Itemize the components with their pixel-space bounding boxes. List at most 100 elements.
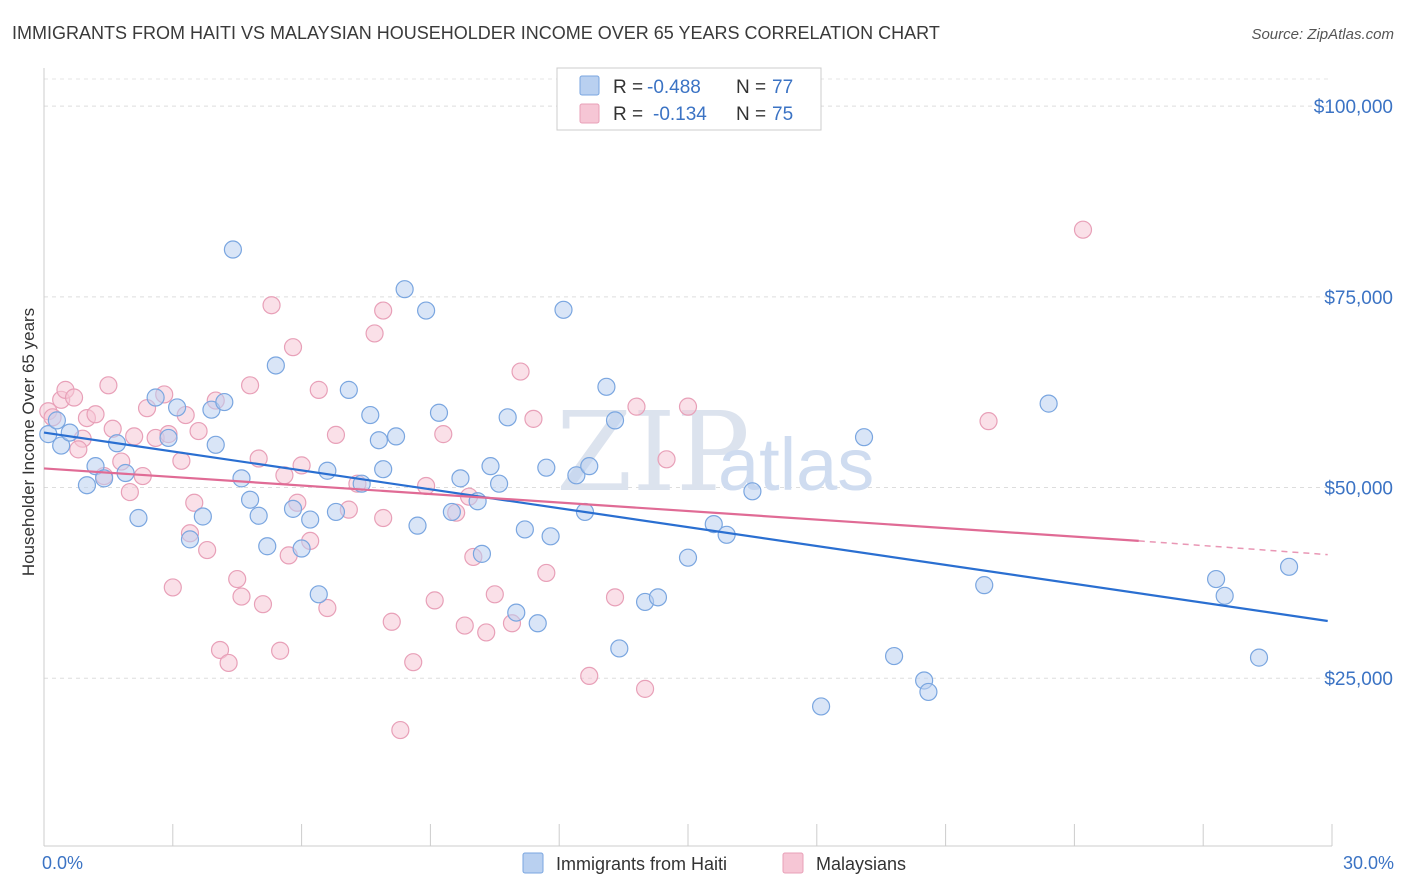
point-malaysians	[455, 616, 474, 635]
point-haiti	[95, 469, 114, 488]
point-malaysians	[240, 376, 260, 395]
point-malaysians	[417, 476, 436, 496]
point-malaysians	[232, 587, 251, 606]
point-haiti	[408, 516, 427, 535]
grid	[44, 78, 1332, 679]
point-malaysians	[262, 296, 281, 315]
point-haiti	[223, 240, 243, 259]
y-tick-label: $25,000	[1324, 669, 1393, 690]
point-haiti	[975, 576, 994, 595]
trend-line-malaysians-extension	[1138, 540, 1328, 556]
point-malaysians	[283, 338, 303, 357]
point-malaysians	[511, 362, 530, 381]
point-haiti	[554, 300, 573, 319]
legend-n-label-haiti: N =	[736, 77, 766, 98]
point-malaysians	[125, 427, 144, 446]
point-haiti	[451, 469, 470, 488]
point-haiti	[369, 431, 388, 450]
bottom-legend-label-haiti: Immigrants from Haiti	[556, 854, 727, 874]
watermark: ZIP atlas	[556, 388, 874, 516]
legend-bottom: Immigrants from Haiti Malaysians	[522, 852, 906, 874]
y-tick-label: $75,000	[1324, 288, 1393, 309]
point-haiti	[1206, 569, 1226, 589]
point-malaysians	[657, 450, 676, 469]
x-axis-ticks	[172, 824, 1333, 846]
point-haiti	[1249, 648, 1269, 667]
point-haiti	[52, 436, 71, 455]
point-haiti	[489, 474, 509, 493]
point-haiti	[472, 544, 492, 563]
y-tick-label: $50,000	[1324, 479, 1393, 500]
point-haiti	[854, 428, 874, 447]
point-haiti	[743, 482, 762, 501]
point-haiti	[704, 515, 723, 534]
point-haiti	[507, 603, 526, 622]
point-malaysians	[309, 380, 328, 399]
point-haiti	[1215, 586, 1234, 605]
x-tick-label-min: 0.0%	[42, 853, 83, 873]
point-haiti	[283, 499, 303, 518]
point-malaysians	[627, 397, 646, 416]
point-malaysians	[172, 451, 191, 470]
point-malaysians	[210, 640, 230, 660]
legend-swatch-malaysians	[579, 103, 600, 124]
point-haiti	[605, 411, 625, 430]
point-haiti	[1039, 394, 1058, 413]
point-haiti	[266, 356, 285, 375]
point-haiti	[206, 435, 225, 454]
point-haiti	[301, 510, 320, 529]
trend-line-haiti	[43, 431, 1328, 623]
point-malaysians	[1073, 220, 1093, 239]
point-haiti	[442, 502, 461, 522]
point-malaysians	[485, 585, 504, 604]
point-haiti	[326, 502, 346, 522]
point-haiti	[417, 301, 436, 320]
scatter-points	[39, 220, 1299, 740]
point-malaysians	[537, 563, 556, 583]
legend-top: R = -0.488 N = 77 R = -0.134 N = 75	[556, 67, 822, 131]
point-malaysians	[189, 421, 208, 441]
legend-box	[556, 67, 822, 131]
watermark-zip: ZIP	[556, 388, 750, 516]
point-malaysians	[391, 720, 410, 740]
y-axis-label: Householder Income Over 65 years	[19, 308, 38, 576]
point-haiti	[146, 388, 165, 407]
point-haiti	[159, 428, 178, 448]
legend-r-malaysians: -0.134	[653, 104, 707, 125]
bottom-legend-swatch-haiti	[522, 852, 544, 874]
point-malaysians	[580, 666, 599, 686]
point-haiti	[249, 506, 268, 525]
point-malaysians	[477, 623, 496, 642]
point-malaysians	[404, 653, 423, 672]
point-haiti	[258, 537, 277, 556]
point-malaysians	[979, 412, 998, 431]
point-haiti	[47, 411, 66, 430]
trend-lines	[43, 431, 1328, 623]
point-haiti	[193, 507, 212, 526]
legend-swatch-haiti	[579, 75, 600, 96]
point-haiti	[374, 460, 393, 479]
point-haiti	[240, 490, 260, 509]
point-haiti	[678, 548, 698, 567]
point-malaysians	[198, 540, 217, 560]
trend-line-malaysians	[43, 467, 1139, 542]
point-malaysians	[271, 641, 290, 660]
point-haiti	[339, 380, 358, 399]
point-haiti	[541, 527, 560, 546]
point-malaysians	[374, 301, 393, 320]
point-malaysians	[69, 440, 88, 459]
point-haiti	[232, 469, 251, 488]
point-haiti	[180, 530, 200, 549]
point-haiti	[77, 476, 97, 495]
point-malaysians	[64, 388, 84, 407]
point-haiti	[717, 525, 736, 544]
x-tick-label-max: 30.0%	[1343, 853, 1394, 873]
legend-r-haiti: -0.488	[647, 77, 701, 98]
point-haiti	[567, 466, 586, 485]
watermark-atlas: atlas	[718, 423, 874, 506]
point-malaysians	[635, 679, 655, 698]
point-haiti	[386, 427, 406, 446]
bottom-legend-swatch-malaysians	[782, 852, 804, 874]
point-haiti	[1279, 557, 1299, 576]
